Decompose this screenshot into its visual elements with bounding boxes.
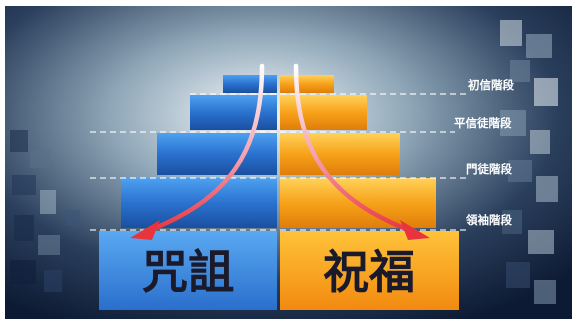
curse-block (99, 231, 277, 310)
stage-label-1: 初信階段 (468, 78, 514, 92)
curse-arrow (130, 63, 265, 240)
orange-bar-stage-2 (280, 95, 367, 130)
decorative-cubes-left (10, 130, 80, 292)
blessing-arrow (293, 63, 430, 240)
blue-bar-stage-1 (223, 75, 277, 93)
orange-bar-stage-1 (280, 75, 334, 93)
blue-bar-stage-3 (157, 133, 277, 175)
blue-bar-stage-2 (190, 95, 277, 130)
curse-arrow-head (130, 220, 160, 240)
blessing-block (280, 231, 459, 310)
blessing-label: 祝福 (323, 245, 415, 299)
curse-label: 咒詛 (142, 245, 234, 299)
stage-label-2: 平信徒階段 (454, 116, 512, 130)
orange-bar-stage-3 (280, 133, 400, 175)
decorative-cubes-right (500, 20, 558, 304)
stage-label-3: 門徒階段 (466, 162, 512, 176)
stage-label-4: 領袖階段 (465, 213, 512, 227)
blessing-arrow-head (400, 220, 430, 240)
